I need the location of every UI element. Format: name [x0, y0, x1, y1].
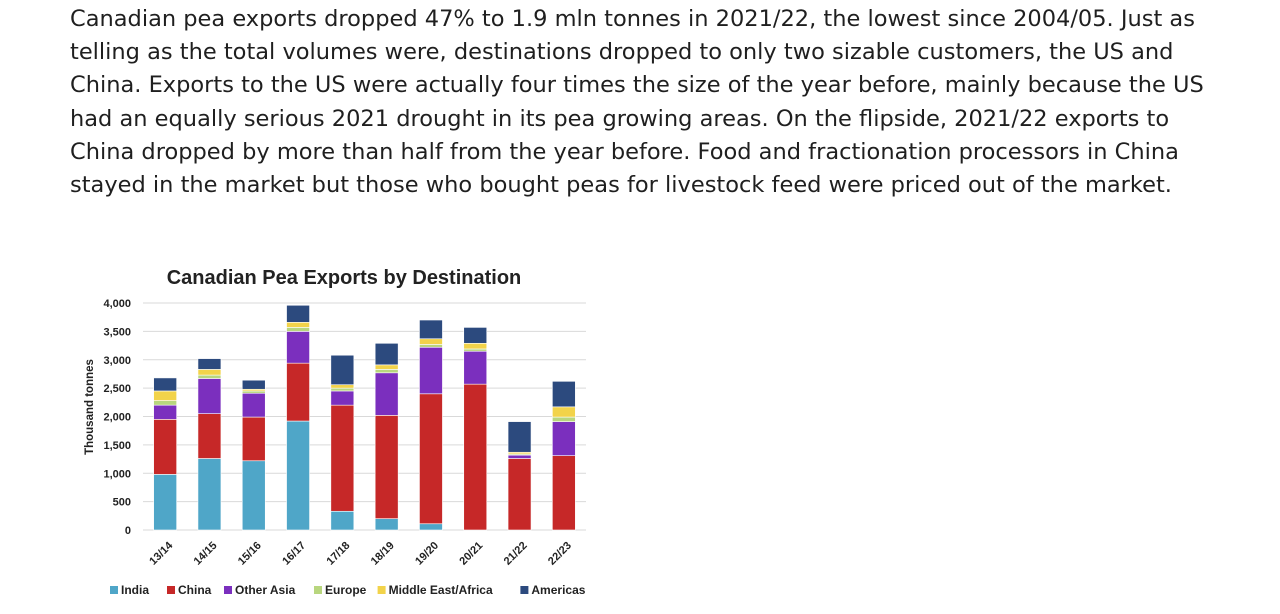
x-tick-label: 14/15: [192, 540, 220, 568]
bar-segment: [463, 350, 488, 385]
bar-segment: [330, 384, 355, 389]
stacked-bar-chart: Canadian Pea Exports by Destination Thou…: [84, 267, 586, 597]
y-tick-label: 1,500: [103, 440, 131, 452]
bar-segment: [419, 523, 443, 531]
bar-segment: [552, 421, 576, 456]
bar-segment: [197, 374, 222, 379]
bar-segment: [286, 420, 310, 531]
bar-segment: [330, 404, 355, 512]
y-tick-label: 3,000: [103, 355, 131, 367]
bar-segment: [463, 383, 488, 531]
bar-segment: [374, 342, 399, 366]
bar-segment: [463, 342, 488, 350]
bar-segment: [241, 390, 266, 394]
bar-segment: [374, 372, 399, 416]
y-axis-ticks: 0 500 1,000 1,500 2,000 2,500 3,000 3,500 4,000: [103, 298, 131, 537]
bar-segment: [197, 369, 222, 376]
x-tick-label: 13/14: [147, 539, 176, 568]
bar-segment: [241, 379, 266, 390]
y-tick-label: 500: [113, 497, 131, 509]
bar-segment: [463, 348, 488, 352]
legend-swatch: [224, 586, 232, 594]
legend-swatch: [377, 586, 386, 594]
bar-segment: [153, 377, 177, 392]
x-tick-label: 18/19: [369, 540, 397, 568]
article-paragraph: Canadian pea exports dropped 47% to 1.9 …: [70, 6, 1204, 199]
bars: [153, 304, 576, 531]
bar-segment: [552, 416, 576, 422]
y-tick-label: 1,000: [103, 468, 131, 480]
bar-segment: [419, 393, 443, 525]
bar-segment: [330, 510, 355, 531]
bar-segment: [552, 455, 576, 531]
bar-segment: [507, 421, 532, 453]
bar-segment: [197, 413, 222, 459]
bar-segment: [286, 327, 310, 332]
bar-segment: [153, 419, 177, 475]
y-tick-label: 4,000: [103, 298, 131, 310]
bar-segment: [552, 406, 576, 418]
bar-segment: [419, 346, 443, 395]
y-tick-label: 2,500: [103, 383, 131, 395]
legend-swatch: [110, 586, 118, 594]
x-tick-label: 19/20: [413, 540, 441, 568]
y-axis-label: Thousand tonnes: [84, 359, 96, 455]
bar-segment: [241, 416, 266, 462]
x-tick-label: 21/22: [502, 540, 530, 568]
bar-segment: [197, 358, 222, 370]
legend-label: Americas: [531, 583, 585, 597]
bar-segment: [153, 404, 177, 420]
bar-segment: [153, 400, 177, 406]
bar-segment: [153, 474, 177, 531]
bar-segment: [374, 415, 399, 519]
bar-segment: [153, 390, 177, 401]
bar-segment: [374, 364, 399, 370]
bar-segment: [286, 304, 310, 323]
legend-swatch: [167, 586, 175, 594]
bar-segment: [507, 454, 532, 459]
y-tick-label: 3,500: [103, 326, 131, 338]
legend-swatch: [520, 586, 529, 594]
x-axis-ticks: 13/14 14/15 15/16 16/17 17/18 18/19 19/20 20/21…: [147, 539, 574, 568]
bar-segment: [241, 460, 266, 531]
legend-label: Europe: [325, 583, 367, 597]
bar-segment: [463, 327, 488, 344]
bar-segment: [330, 354, 355, 386]
x-tick-label: 16/17: [280, 540, 308, 568]
bar-segment: [419, 319, 443, 340]
legend-label: India: [121, 583, 149, 597]
bar-segment: [330, 390, 355, 406]
bar-segment: [197, 458, 222, 531]
x-tick-label: 17/18: [325, 540, 353, 568]
bar-segment: [197, 378, 222, 414]
y-tick-label: 2,000: [103, 412, 131, 424]
x-tick-label: 15/16: [236, 540, 264, 568]
y-tick-label: 0: [125, 525, 131, 537]
bar-segment: [286, 362, 310, 422]
bar-segment: [419, 338, 443, 345]
legend-label: Middle East/Africa: [389, 583, 493, 597]
bar-segment: [419, 344, 443, 348]
chart-container: Canadian Pea Exports by Destination Thou…: [78, 262, 598, 607]
chart-title: Canadian Pea Exports by Destination: [167, 267, 522, 289]
bar-segment: [374, 518, 399, 531]
legend-label: China: [178, 583, 212, 597]
bar-segment: [507, 458, 532, 531]
x-tick-label: 20/21: [457, 540, 485, 568]
bar-segment: [330, 387, 355, 392]
legend: India China Other Asia Europe Middle East/Af…: [110, 583, 586, 597]
bar-segment: [552, 381, 576, 408]
x-tick-label: 22/23: [546, 540, 574, 568]
legend-swatch: [314, 586, 322, 594]
bar-segment: [241, 392, 266, 418]
bar-segment: [286, 321, 310, 328]
legend-label: Other Asia: [235, 583, 296, 597]
bar-segment: [374, 369, 399, 374]
bar-segment: [286, 331, 310, 364]
